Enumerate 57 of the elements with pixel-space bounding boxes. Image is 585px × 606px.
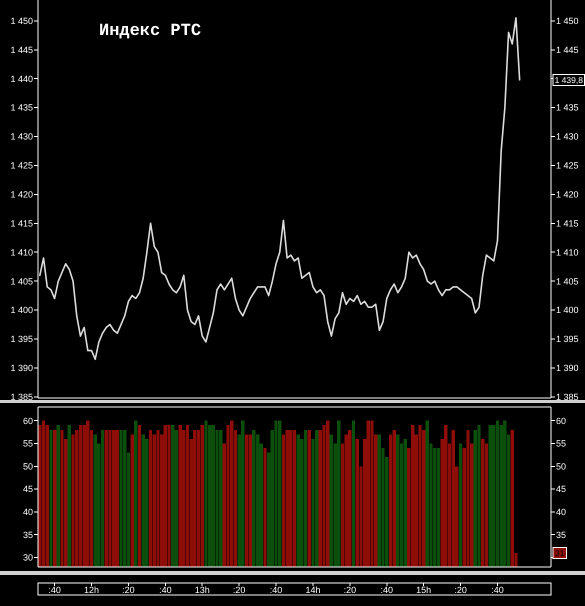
y-tick-label: 35: [22, 530, 33, 540]
y2-tick-label: 1 445: [556, 44, 579, 55]
y-tick-label: 45: [22, 484, 33, 494]
y2-tick-label: 50: [556, 461, 566, 472]
y2-tick-label: 60: [556, 416, 566, 426]
y2-tick-label: 45: [556, 484, 566, 494]
y-tick-label: 1 430: [10, 132, 33, 142]
y-tick-label: 1 405: [10, 276, 33, 286]
y-tick-label: 1 385: [10, 392, 33, 402]
text: 1 439,8: [554, 74, 584, 85]
y-tick-label: 1 395: [10, 334, 33, 344]
y2-tick-label: 1 410: [556, 247, 579, 258]
y2-tick-label: 1 435: [556, 102, 579, 113]
x-tick-label: :40: [380, 585, 394, 595]
y-tick-label: 50: [22, 461, 33, 472]
y2-tick-label: 1 420: [556, 190, 579, 200]
x-tick-label: :20: [454, 585, 467, 595]
y-tick-label: 1 435: [10, 102, 33, 113]
x-tick-label: :20: [232, 585, 246, 595]
x-tick-label: :40: [270, 585, 282, 595]
x-tick-label: :40: [491, 585, 504, 595]
y-tick-label: 1 425: [10, 160, 33, 171]
y2-tick-label: 1 425: [556, 160, 579, 171]
y-tick-label: 1 420: [10, 190, 33, 200]
x-tick-label: :20: [344, 585, 356, 595]
y-tick-label: 1 450: [10, 16, 33, 26]
y2-tick-label: 55: [556, 438, 566, 449]
x-tick-label: 13h: [194, 585, 210, 595]
y2-tick-label: 1 430: [556, 132, 579, 142]
x-tick-label: :40: [159, 585, 172, 595]
text: Индекс РТС: [99, 22, 202, 41]
x-tick-label: 15h: [416, 585, 432, 595]
x-tick-label: :40: [48, 585, 61, 595]
y-tick-label: 40: [22, 506, 33, 517]
y2-tick-label: 1 385: [556, 392, 579, 402]
y-tick-label: 30: [22, 552, 33, 563]
y2-tick-label: 1 450: [556, 16, 579, 26]
y2-tick-label: 1 390: [556, 363, 579, 374]
y2-tick-label: 35: [556, 530, 566, 540]
y-tick-label: 1 440: [10, 74, 33, 84]
y-tick-label: 1 390: [10, 363, 33, 374]
y2-tick-label: 1 415: [556, 218, 579, 228]
y-tick-label: 55: [22, 438, 33, 449]
y-tick-label: 1 400: [10, 305, 33, 316]
y-tick-label: 1 445: [10, 44, 33, 55]
y2-tick-label: 40: [556, 506, 566, 517]
y-tick-label: 1 410: [10, 247, 33, 258]
y-tick-label: 60: [22, 416, 33, 426]
x-tick-label: 12h: [84, 585, 100, 595]
x-tick-label: :20: [122, 585, 135, 595]
y-tick-label: 1 415: [10, 218, 33, 228]
x-tick-label: 14h: [305, 585, 320, 595]
y2-tick-label: 1 405: [556, 276, 579, 286]
y2-tick-label: 1 400: [556, 305, 579, 316]
text: 31: [554, 548, 565, 558]
line-series: [39, 17, 520, 360]
y2-tick-label: 1 395: [556, 334, 579, 344]
